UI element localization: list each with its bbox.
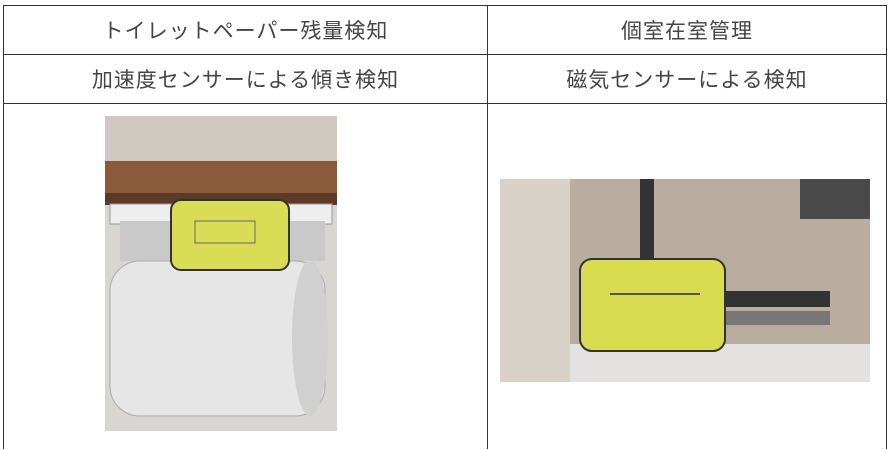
toilet-paper-photo (105, 116, 337, 431)
method-cell: 磁気センサーによる検知 (487, 54, 887, 104)
header-cell: トイレットペーパー残量検知 (3, 5, 488, 55)
image-cell (3, 103, 488, 449)
header-cell: 個室在室管理 (487, 5, 887, 55)
method-cell: 加速度センサーによる傾き検知 (3, 54, 488, 104)
door-sensor-photo (500, 179, 870, 382)
image-cell (487, 103, 887, 449)
table: トイレットペーパー残量検知 個室在室管理 加速度センサーによる傾き検知 磁気セン… (3, 5, 887, 449)
